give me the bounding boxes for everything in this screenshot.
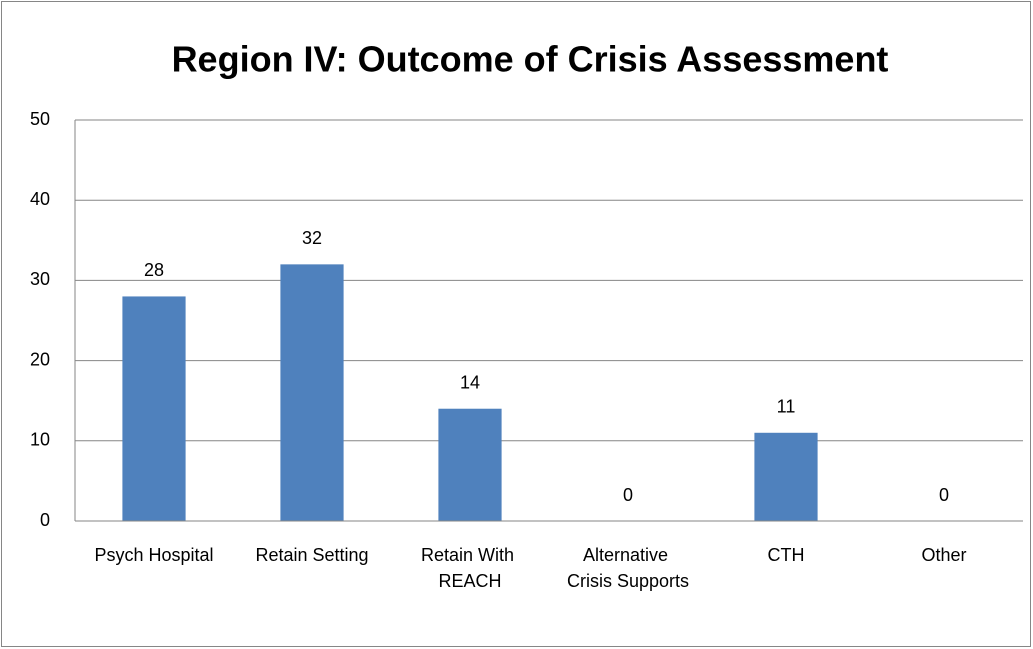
x-tick-label: Alternative Crisis Supports xyxy=(567,545,689,591)
data-label: 0 xyxy=(939,485,949,505)
y-tick-label: 10 xyxy=(30,430,50,450)
y-tick-label: 0 xyxy=(40,510,50,530)
x-tick-label: Retain Setting xyxy=(255,545,368,565)
bar xyxy=(754,432,818,521)
y-tick-label: 30 xyxy=(30,269,50,289)
bar xyxy=(438,408,502,521)
data-label: 32 xyxy=(302,228,322,248)
y-tick-label: 50 xyxy=(30,109,50,129)
bar xyxy=(122,296,186,521)
data-label: 11 xyxy=(777,397,796,417)
x-tick-label: Psych Hospital xyxy=(94,545,213,565)
data-label: 28 xyxy=(144,260,164,280)
y-tick-label: 20 xyxy=(30,349,50,369)
y-tick-label: 40 xyxy=(30,189,50,209)
x-tick-label: CTH xyxy=(768,545,805,565)
data-label: 0 xyxy=(623,485,633,505)
bar xyxy=(280,264,344,521)
chart-title: Region IV: Outcome of Crisis Assessment xyxy=(172,39,889,80)
x-tick-label: Other xyxy=(921,545,966,565)
data-label: 14 xyxy=(460,372,480,392)
x-tick-label: Retain With REACH xyxy=(421,545,519,591)
